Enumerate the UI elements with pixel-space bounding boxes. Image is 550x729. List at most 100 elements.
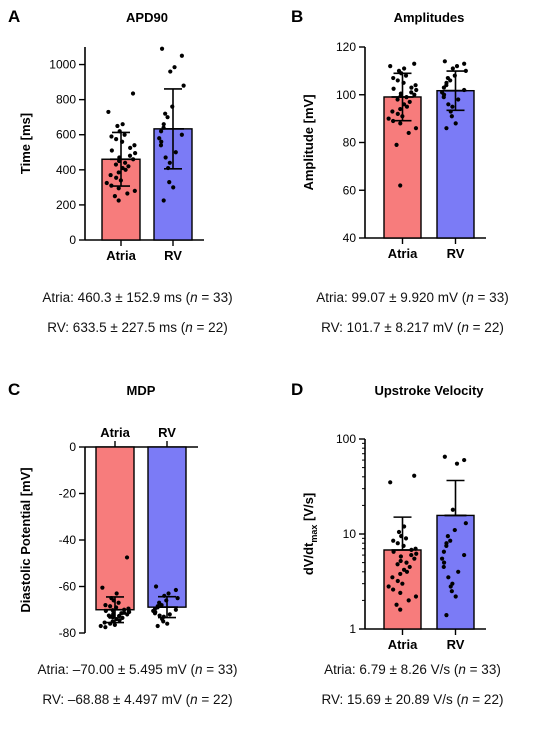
data-point [401,102,407,107]
y-tick-label: -40 [59,533,77,547]
data-point [463,68,468,73]
data-point [400,581,405,586]
data-point [398,106,403,112]
data-point [109,148,114,153]
data-point [127,153,133,158]
data-point [132,143,137,148]
data-point [413,594,419,599]
category-label-rv: RV [158,425,176,440]
apd90-chart: A APD90 0 200 400 600 800 1000 Time [ms] Atria RV [8,7,204,263]
data-point [108,172,113,178]
data-point [117,158,122,164]
y-tick-label: 0 [69,233,76,247]
data-point [398,558,403,564]
data-point [395,578,400,584]
data-point [133,151,138,156]
data-point [103,608,108,614]
y-tick-label: 200 [56,198,76,212]
data-point [115,123,120,129]
data-point [120,139,125,144]
data-point [122,132,127,137]
data-point [409,85,414,90]
data-point [412,92,417,97]
data-point [413,126,419,131]
data-point [454,461,460,466]
data-point [152,611,158,616]
data-point [116,186,121,191]
stats-line-atria: Atria: 99.07 ± 9.920 mV (n = 33) [316,290,509,305]
data-point [456,569,461,574]
data-point [125,191,130,196]
data-point [398,607,403,612]
y-axis-label: Time [ms] [18,113,33,174]
data-point [401,80,406,85]
data-point [462,457,467,463]
data-point [173,587,178,593]
category-label-atria: Atria [100,425,130,440]
data-point [448,584,453,589]
data-point [454,64,460,69]
data-point [441,564,446,570]
y-tick-label: 100 [336,432,356,446]
y-tick-label: 800 [56,93,76,107]
data-point [161,122,166,127]
y-axis-label: dV/dtmax [V/s] [301,493,319,575]
y-tick-label: 120 [336,40,356,54]
data-point [398,554,403,559]
upstroke-velocity-chart: D Upstroke Velocity 1 10 100 dV/dtmax [V/s] At… [291,380,486,652]
data-point [453,594,458,599]
data-point [159,46,165,51]
data-point [117,618,122,623]
data-point [396,529,402,535]
data-point [159,603,164,608]
y-tick-label: 40 [343,231,357,245]
mdp-stats: Atria: –70.00 ± 5.495 mV (n = 33) RV: –6… [0,655,275,715]
data-point [161,125,166,130]
data-point [130,91,136,96]
amplitudes-stats: Atria: 99.07 ± 9.920 mV (n = 33) RV: 101… [275,283,550,343]
bar-rv [147,446,187,608]
data-point [116,600,121,605]
y-axis-label: Amplitude [mV] [301,94,316,190]
data-point [159,139,164,144]
data-point [386,584,391,589]
panel-letter: C [8,380,20,399]
category-label-rv: RV [447,246,465,261]
data-point [453,121,458,126]
data-point [395,111,400,116]
data-point [165,115,170,120]
y-tick-label: 0 [69,440,76,454]
data-point [391,587,396,592]
data-point [446,575,451,580]
data-point [403,536,409,541]
data-point [108,621,113,626]
bar-rv [436,514,475,630]
stats-line-rv: RV: 633.5 ± 227.5 ms (n = 22) [47,320,228,335]
data-point [171,185,176,190]
panel-letter: A [8,7,20,26]
data-point [401,543,406,548]
data-point [116,170,121,175]
data-point [128,145,133,150]
data-point [413,83,418,88]
data-point [116,198,121,203]
data-point [391,75,396,81]
data-point [100,585,105,590]
data-point [106,613,111,618]
data-point [114,605,119,610]
data-point [448,78,453,83]
data-point [448,538,453,543]
data-point [117,129,122,134]
data-point [386,116,391,121]
data-point [113,162,119,167]
data-point [403,73,409,78]
data-point [450,66,455,71]
y-tick-label: 1 [349,622,356,636]
data-point [103,603,108,608]
y-tick-label: -80 [59,626,77,640]
data-point [441,85,447,90]
data-point [167,612,172,617]
y-tick-label: 600 [56,128,76,142]
data-point [161,619,166,624]
data-point [395,541,400,546]
